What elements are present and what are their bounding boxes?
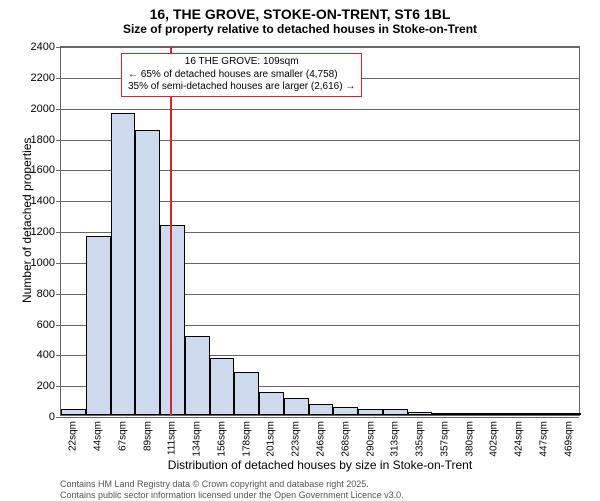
y-tick-label: 400: [37, 349, 55, 361]
x-tick-label: 22sqm: [68, 421, 79, 451]
x-tick-label: 268sqm: [340, 421, 351, 457]
bar: [61, 409, 86, 415]
bar: [160, 225, 185, 415]
y-tick-label: 2400: [31, 41, 55, 53]
x-tick-label: 201sqm: [266, 421, 277, 457]
x-tick-label: 290sqm: [365, 421, 376, 457]
y-tick-label: 2000: [31, 103, 55, 115]
x-tick-label: 380sqm: [464, 421, 475, 457]
x-tick-label: 67sqm: [117, 421, 128, 451]
footer: Contains HM Land Registry data © Crown c…: [60, 479, 404, 501]
bar: [358, 409, 383, 415]
x-tick-label: 246sqm: [316, 421, 327, 457]
x-axis-title: Distribution of detached houses by size …: [60, 458, 580, 472]
y-tick-label: 1000: [31, 257, 55, 269]
x-tick-label: 89sqm: [142, 421, 153, 451]
marker-line: [170, 47, 172, 415]
y-tick-label: 1800: [31, 134, 55, 146]
y-tick-label: 1600: [31, 164, 55, 176]
y-tick-label: 800: [37, 288, 55, 300]
x-tick-label: 335sqm: [415, 421, 426, 457]
x-tick-label: 313sqm: [390, 421, 401, 457]
annotation-box: 16 THE GROVE: 109sqm ← 65% of detached h…: [121, 53, 362, 97]
bar: [86, 236, 111, 415]
annotation-line1: ← 65% of detached houses are smaller (4,…: [128, 69, 355, 82]
x-tick-label: 357sqm: [439, 421, 450, 457]
bar: [556, 413, 581, 415]
x-tick-label: 134sqm: [192, 421, 203, 457]
bar: [234, 372, 259, 415]
bar: [259, 392, 284, 415]
bar: [309, 404, 334, 415]
x-tick-label: 223sqm: [291, 421, 302, 457]
y-tick-label: 1400: [31, 195, 55, 207]
bars-group: [61, 47, 579, 415]
y-tick-label: 0: [49, 411, 55, 423]
chart-title: 16, THE GROVE, STOKE-ON-TRENT, ST6 1BL: [0, 0, 600, 22]
bar: [531, 413, 556, 415]
chart-subtitle: Size of property relative to detached ho…: [0, 22, 600, 40]
x-tick-label: 178sqm: [241, 421, 252, 457]
bar: [284, 398, 309, 415]
annotation-title: 16 THE GROVE: 109sqm: [128, 56, 355, 69]
y-axis-title: Number of detached properties: [20, 138, 34, 303]
y-tick-label: 2200: [31, 72, 55, 84]
x-tick-label: 44sqm: [93, 421, 104, 451]
footer-line1: Contains HM Land Registry data © Crown c…: [60, 479, 404, 490]
y-tick-label: 600: [37, 319, 55, 331]
bar: [432, 413, 457, 415]
x-tick-label: 424sqm: [514, 421, 525, 457]
y-tick-label: 1200: [31, 226, 55, 238]
x-tick-label: 402sqm: [489, 421, 500, 457]
chart-container: 16, THE GROVE, STOKE-ON-TRENT, ST6 1BL S…: [0, 0, 600, 500]
footer-line2: Contains public sector information licen…: [60, 490, 404, 501]
bar: [135, 130, 160, 415]
bar: [383, 409, 408, 415]
bar: [185, 336, 210, 415]
x-tick-label: 156sqm: [216, 421, 227, 457]
x-tick-label: 111sqm: [167, 421, 178, 455]
bar: [333, 407, 358, 415]
y-tick-mark: [56, 417, 61, 418]
bar: [210, 358, 235, 415]
x-tick-label: 447sqm: [538, 421, 549, 457]
bar: [457, 413, 482, 415]
plot-area: 0200400600800100012001400160018002000220…: [60, 46, 580, 416]
bar: [507, 413, 532, 415]
bar: [111, 113, 136, 415]
x-tick-label: 469sqm: [563, 421, 574, 457]
annotation-line2: 35% of semi-detached houses are larger (…: [128, 81, 355, 94]
bar: [482, 413, 507, 415]
bar: [408, 412, 433, 415]
y-tick-label: 200: [37, 380, 55, 392]
grid-line: [61, 417, 579, 418]
